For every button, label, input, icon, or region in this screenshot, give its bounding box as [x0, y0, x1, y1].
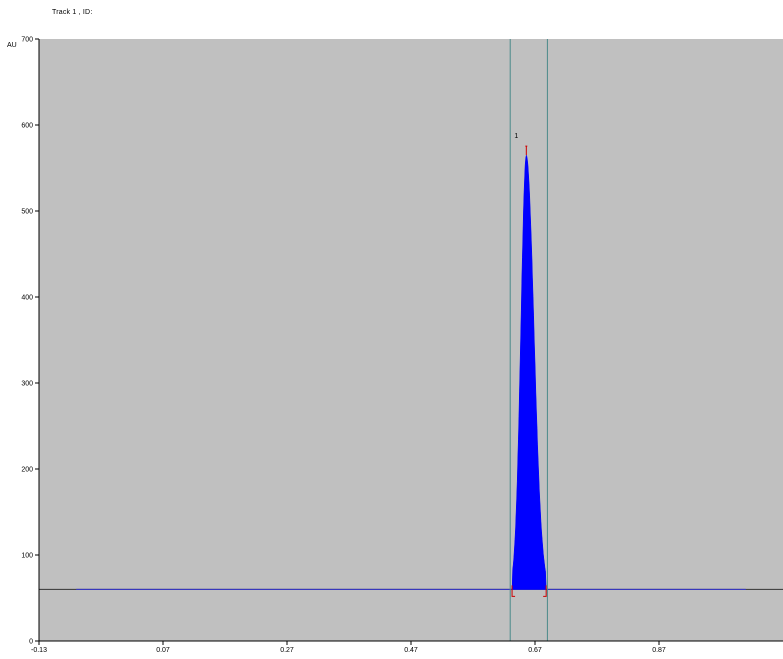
y-tick-label-400: 400: [21, 295, 33, 302]
y-tick-label-700: 700: [21, 37, 33, 44]
x-tick-label-4: 0.67: [528, 647, 542, 654]
x-tick-label-1: 0.07: [156, 647, 170, 654]
x-tick-label-5: 0.87: [652, 647, 666, 654]
y-tick-label-300: 300: [21, 381, 33, 388]
x-tick-label-3: 0.47: [404, 647, 418, 654]
y-tick-label-0: 0: [29, 639, 33, 646]
y-tick-label-500: 500: [21, 209, 33, 216]
y-tick-label-100: 100: [21, 553, 33, 560]
plot-area: [39, 39, 783, 641]
y-tick-label-200: 200: [21, 467, 33, 474]
x-tick-label-2: 0.27: [280, 647, 294, 654]
x-tick-label-0: -0.13: [31, 647, 47, 654]
y-tick-label-600: 600: [21, 123, 33, 130]
peak-1-label: 1: [514, 133, 518, 140]
